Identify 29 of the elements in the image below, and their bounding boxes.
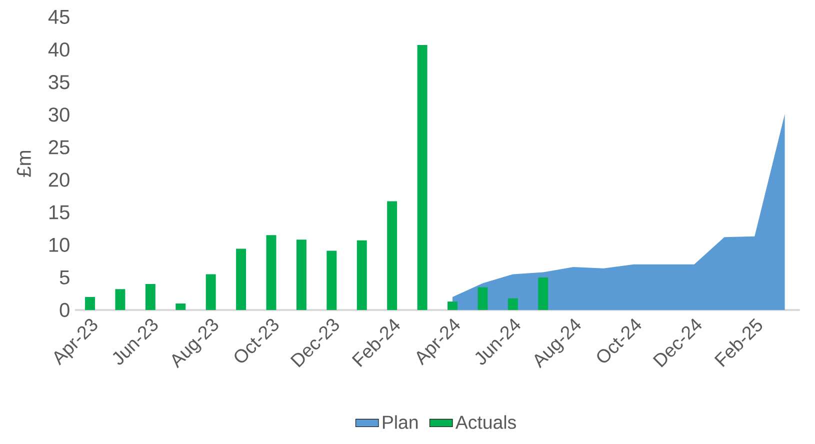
bar [387,201,398,310]
y-tick-label: 25 [48,140,70,154]
bar [508,298,518,310]
y-tick-label: 45 [48,10,70,24]
bar [356,240,367,310]
bar [236,248,246,310]
legend-label: Actuals [455,415,516,429]
bar [85,296,95,310]
y-tick-label: 40 [48,42,70,57]
bar [448,302,458,310]
y-tick-label: 0 [60,302,70,318]
legend-label: Plan [382,415,418,429]
y-tick-label: 5 [60,270,70,284]
y-tick-label: 30 [48,108,70,122]
y-tick-label: 10 [49,238,70,252]
y-tick-label: 20 [48,172,70,187]
bar [326,250,337,310]
y-tick-label: 35 [48,75,70,90]
y-axis-title: £m [16,150,31,177]
y-tick-label: 15 [49,205,70,220]
bar [115,289,126,310]
bar [176,303,186,310]
bar [206,274,216,310]
bar [478,287,488,310]
bar [296,240,306,310]
bar [266,235,276,310]
bar [538,277,548,310]
bar [417,45,428,310]
bar [145,284,156,310]
